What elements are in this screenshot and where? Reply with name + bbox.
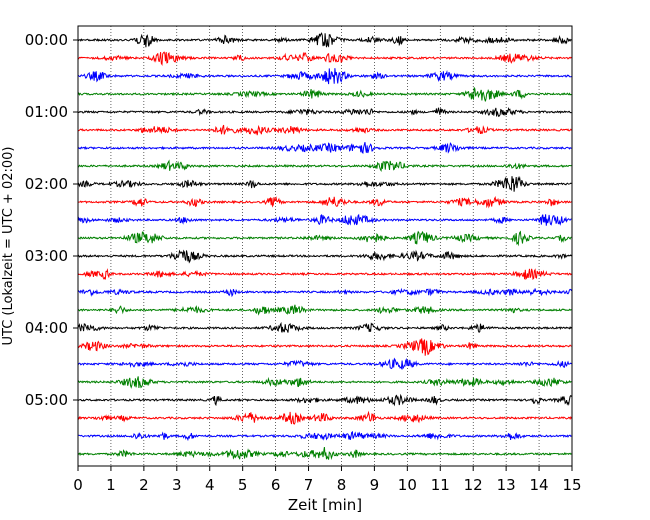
x-tick-label: 0 (73, 476, 83, 494)
trace-0245 (77, 230, 572, 247)
y-axis-ticks: 00:00 01:00 02:00 03:00 04:00 05:00 (25, 31, 78, 409)
trace-0500 (77, 393, 572, 407)
trace-0300 (77, 249, 572, 264)
y-tick-label: 00:00 (25, 31, 68, 49)
trace-0215 (77, 195, 572, 209)
trace-0115 (77, 124, 572, 136)
x-tick-label: 10 (398, 476, 417, 494)
x-tick-label: 2 (139, 476, 149, 494)
trace-0515 (77, 410, 572, 425)
y-tick-label: 02:00 (25, 175, 68, 193)
x-axis-label: Zeit [min] (288, 496, 362, 514)
vertical-grid (110, 26, 540, 466)
x-tick-label: 1 (106, 476, 116, 494)
plot-frame (77, 25, 573, 467)
x-tick-label: 3 (172, 476, 182, 494)
y-tick-label: 03:00 (25, 247, 68, 265)
y-tick-label: 04:00 (25, 319, 68, 337)
trace-0030 (77, 68, 572, 85)
trace-0430 (77, 357, 572, 370)
y-tick-label: 05:00 (25, 391, 68, 409)
y-tick-label: 01:00 (25, 103, 68, 121)
x-tick-label: 7 (304, 476, 314, 494)
x-tick-label: 13 (497, 476, 516, 494)
x-tick-label: 5 (238, 476, 248, 494)
trace-0100 (77, 106, 572, 118)
x-tick-label: 14 (530, 476, 549, 494)
trace-0130 (77, 142, 572, 155)
trace-0530 (77, 430, 572, 442)
trace-0330 (77, 287, 572, 298)
trace-0345 (77, 304, 572, 316)
trace-0230 (77, 213, 572, 226)
trace-0545 (77, 446, 572, 461)
trace-0145 (77, 159, 572, 173)
trace-0045 (77, 87, 572, 102)
y-axis-label: UTC (Lokalzeit = UTC + 02:00) (1, 147, 16, 346)
trace-0200 (77, 175, 572, 192)
seismic-traces (77, 32, 572, 461)
trace-0445 (77, 376, 572, 389)
x-tick-label: 6 (271, 476, 281, 494)
x-axis-ticks: 0 1 2 3 4 5 6 7 8 9 10 11 12 13 14 15 (73, 466, 582, 494)
x-tick-label: 4 (205, 476, 215, 494)
trace-0415 (77, 338, 572, 356)
x-tick-label: 11 (431, 476, 450, 494)
trace-0315 (77, 268, 572, 281)
trace-0000 (77, 32, 572, 48)
trace-0015 (77, 51, 572, 67)
x-tick-label: 12 (464, 476, 483, 494)
trace-0400 (77, 321, 572, 333)
x-tick-label: 8 (337, 476, 347, 494)
x-tick-label: 9 (370, 476, 380, 494)
x-tick-label: 15 (562, 476, 581, 494)
